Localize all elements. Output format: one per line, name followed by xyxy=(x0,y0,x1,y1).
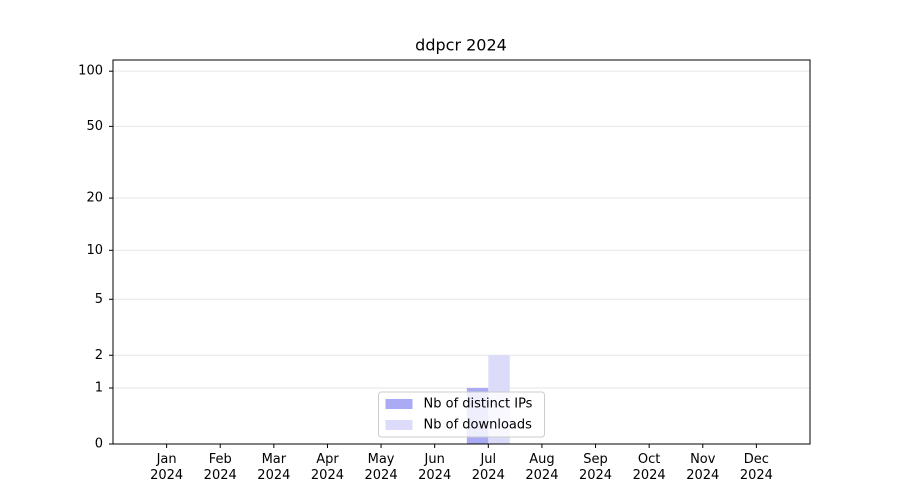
legend-label: Nb of distinct IPs xyxy=(424,397,533,412)
chart-title: ddpcr 2024 xyxy=(415,36,507,55)
y-tick-label: 20 xyxy=(86,191,103,206)
x-tick-label: Jul 2024 xyxy=(471,452,505,483)
legend-swatch xyxy=(385,399,413,409)
y-tick-label: 2 xyxy=(95,348,103,363)
x-tick-label: Dec 2024 xyxy=(739,452,773,483)
x-tick-label: Aug 2024 xyxy=(525,452,559,483)
y-tick-label: 10 xyxy=(86,243,103,258)
legend-swatch xyxy=(385,420,413,430)
x-tick-label: Feb 2024 xyxy=(203,452,237,483)
x-tick-label: Mar 2024 xyxy=(257,452,291,483)
y-tick-label: 50 xyxy=(86,119,103,134)
grid xyxy=(113,70,810,445)
x-tick-label: Sep 2024 xyxy=(578,452,613,483)
x-tick-label: Apr 2024 xyxy=(310,452,344,483)
x-tick-label: May 2024 xyxy=(364,452,398,483)
x-tick-label: Jan 2024 xyxy=(150,452,184,483)
plot-frame xyxy=(112,59,811,445)
legend: Nb of distinct IPs Nb of downloads xyxy=(378,391,545,438)
y-tick-label: 0 xyxy=(95,437,103,452)
x-tick-label: Oct 2024 xyxy=(632,452,666,483)
y-tick-label: 5 xyxy=(95,292,103,307)
x-tick-label: Nov 2024 xyxy=(686,452,720,483)
legend-box xyxy=(378,391,545,438)
y-tick-label: 100 xyxy=(78,64,103,79)
legend-label: Nb of downloads xyxy=(424,418,533,433)
y-tick-label: 1 xyxy=(95,381,103,396)
x-tick-label: Jun 2024 xyxy=(418,452,452,483)
